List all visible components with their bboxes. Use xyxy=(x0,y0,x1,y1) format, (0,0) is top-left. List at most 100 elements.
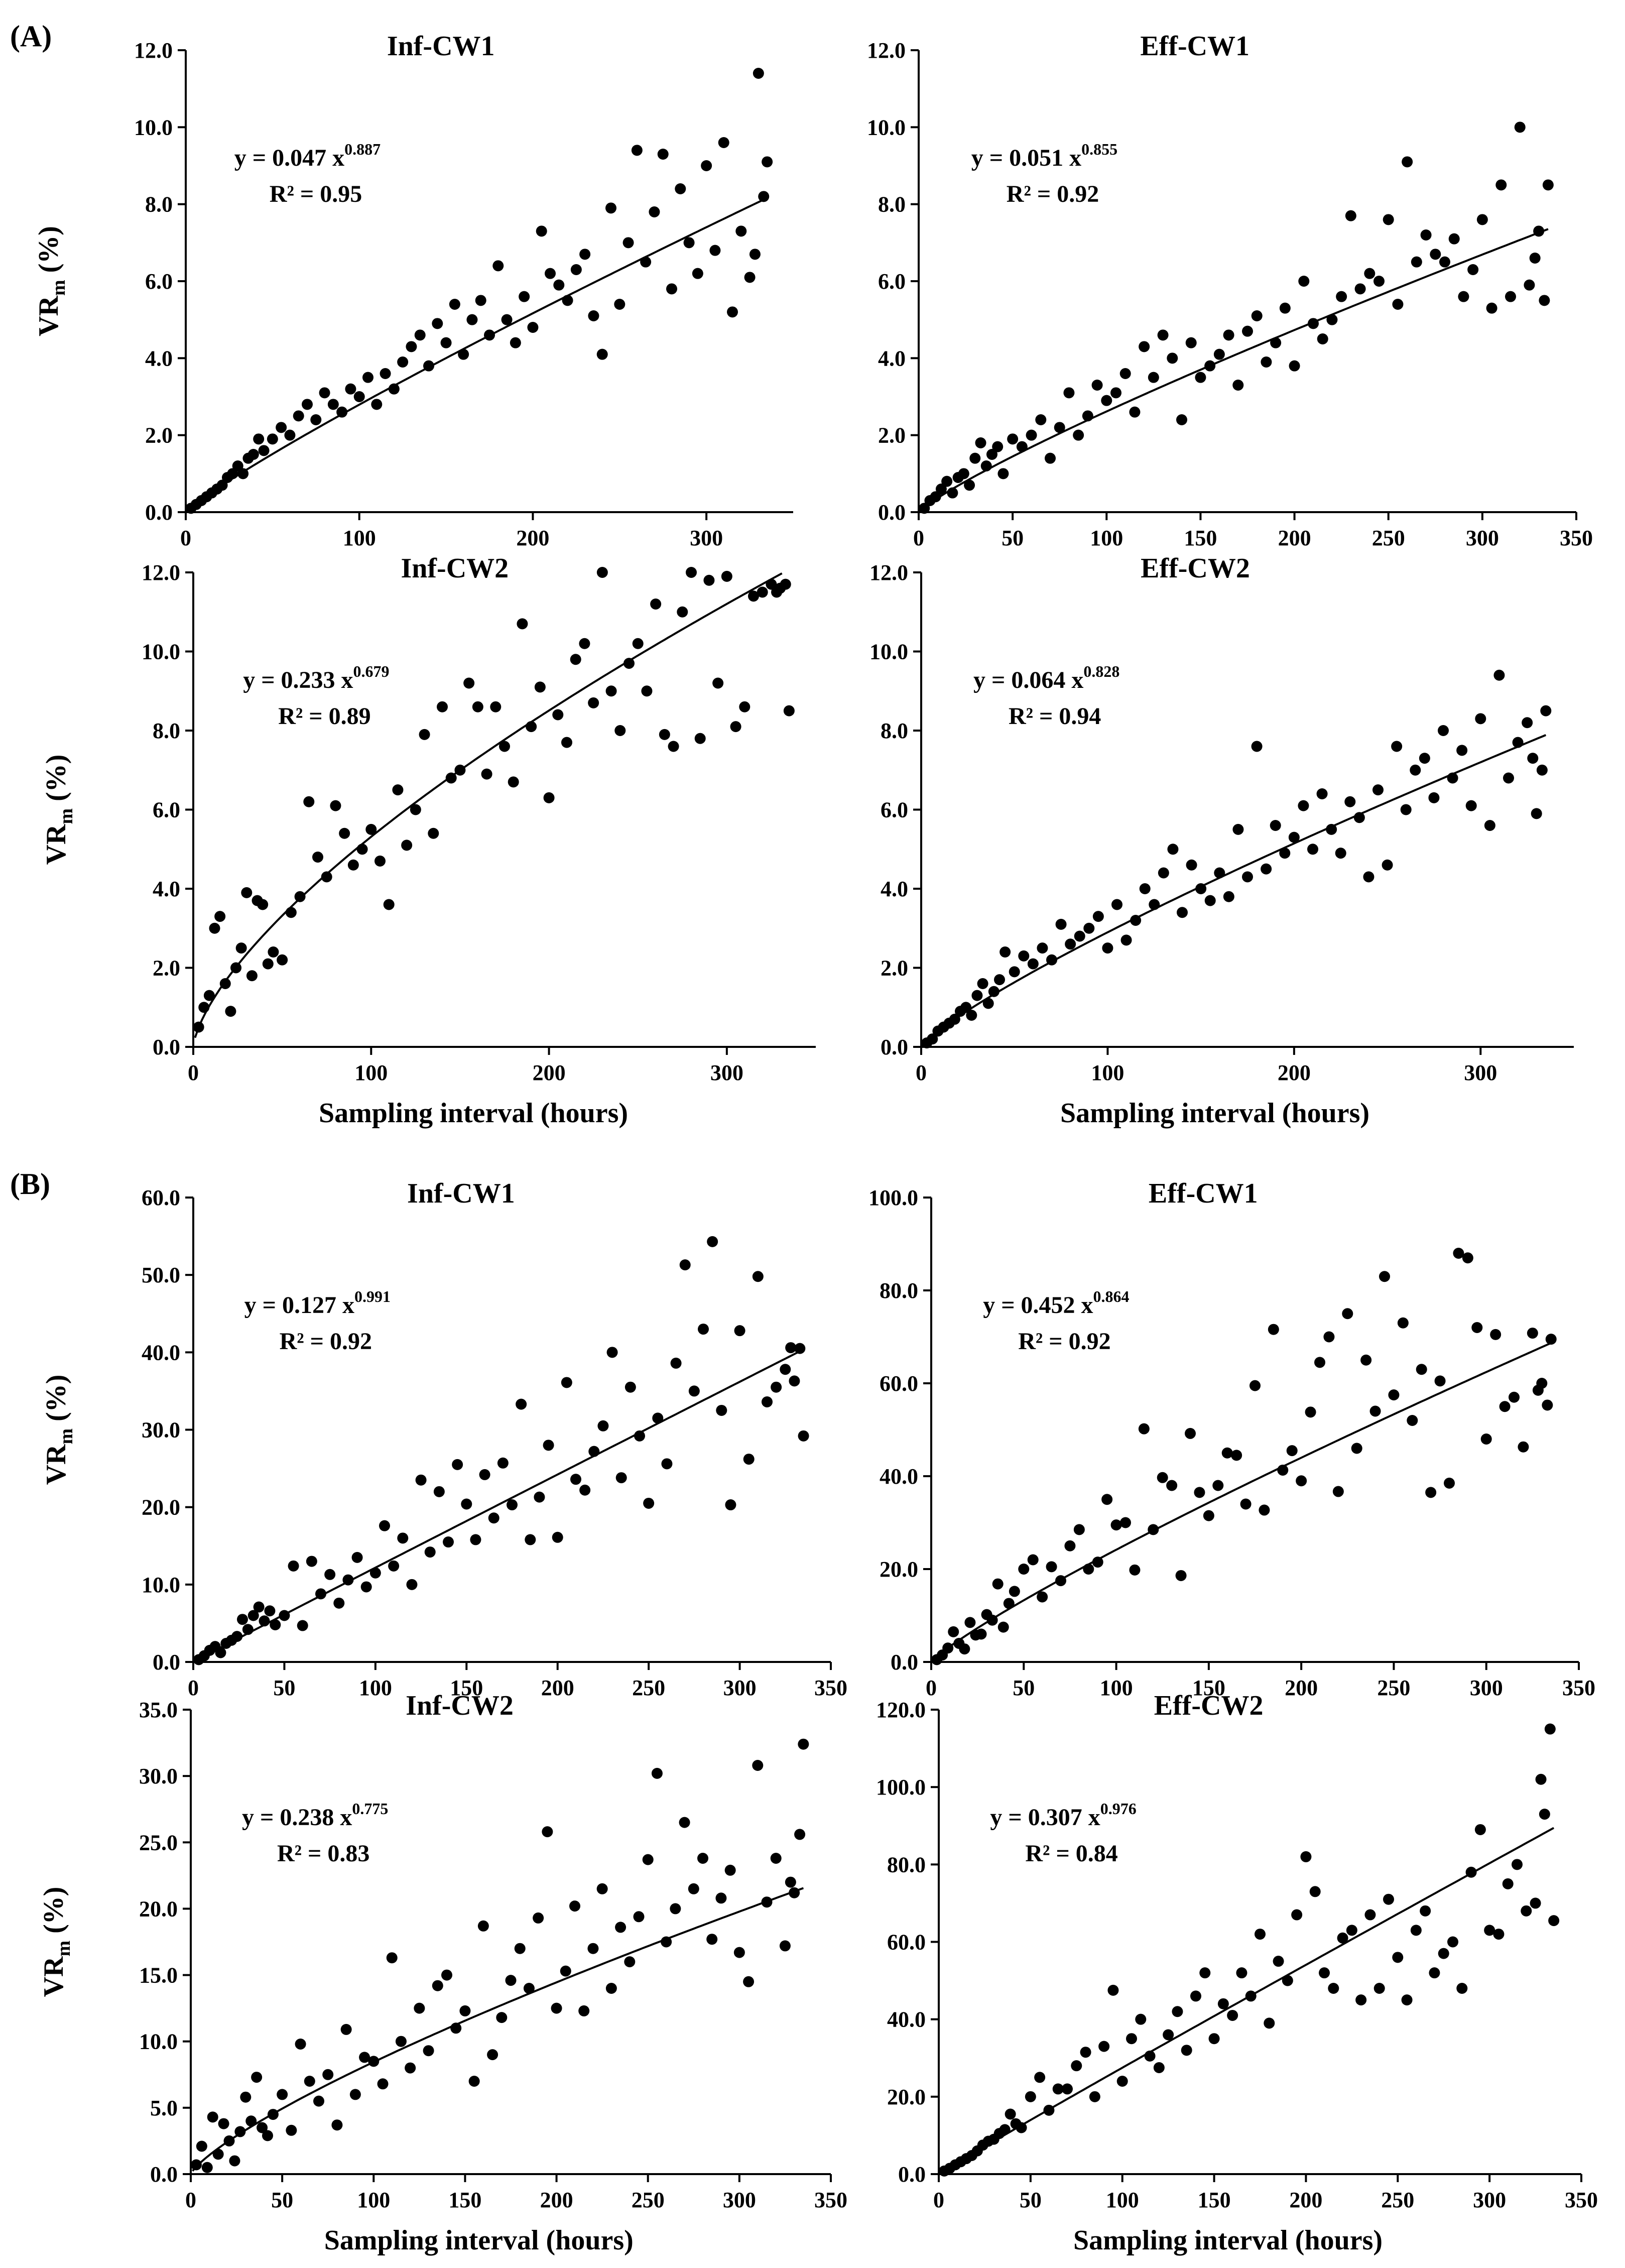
y-tick-label: 0.0 xyxy=(881,1035,908,1059)
chart-5: 0.0 20.0 40.0 60.0 80.0 100.0 0 50 100 150 200 250 3… xyxy=(868,1178,1595,1700)
data-point xyxy=(414,329,426,341)
y-axis-label-sub: m xyxy=(56,1428,77,1445)
data-point xyxy=(770,1853,782,1864)
data-point xyxy=(1317,333,1328,344)
data-point xyxy=(657,149,669,160)
data-point xyxy=(356,844,368,855)
fit-equation-prefix: y = xyxy=(973,667,1011,693)
data-point xyxy=(1055,918,1067,930)
x-tick-label: 50 xyxy=(1002,526,1024,550)
data-point xyxy=(1429,1967,1440,1979)
y-tick-label: 2.0 xyxy=(878,423,906,448)
data-point xyxy=(1342,1308,1353,1320)
x-tick-label: 100 xyxy=(357,2188,390,2212)
data-point xyxy=(1279,302,1291,314)
data-point xyxy=(347,859,359,871)
data-point xyxy=(288,1560,299,1572)
x-tick-label: 0 xyxy=(180,526,191,550)
y-tick-label: 0.0 xyxy=(153,1650,180,1675)
data-point xyxy=(1527,753,1539,764)
x-tick-label: 300 xyxy=(723,2188,756,2212)
data-point xyxy=(245,2115,257,2127)
data-point xyxy=(304,2076,315,2087)
data-point xyxy=(510,337,521,348)
data-point xyxy=(1411,256,1422,268)
data-point xyxy=(285,907,297,918)
y-tick-label: 4.0 xyxy=(145,346,173,371)
data-point xyxy=(1438,1948,1449,1959)
x-tick-label: 350 xyxy=(1560,526,1593,550)
x-tick-label: 0 xyxy=(188,1676,199,1700)
y-tick-label: 0.0 xyxy=(153,1035,180,1059)
y-tick-label: 80.0 xyxy=(887,1852,926,1877)
data-point xyxy=(1480,1434,1492,1445)
data-point xyxy=(310,414,322,425)
data-point xyxy=(517,618,528,630)
y-tick-label: 8.0 xyxy=(878,192,906,217)
data-point xyxy=(605,1983,617,1994)
y-axis-label-unit: (%) xyxy=(41,755,72,808)
data-point xyxy=(1291,1909,1303,1921)
y-tick-label: 6.0 xyxy=(878,269,906,294)
data-point xyxy=(1369,1405,1381,1417)
data-point xyxy=(1531,808,1542,819)
data-point xyxy=(605,685,617,697)
y-tick-label: 2.0 xyxy=(153,956,180,981)
x-tick-label: 250 xyxy=(632,1676,665,1700)
trend-line xyxy=(194,572,783,1038)
data-point xyxy=(948,1626,959,1637)
data-point xyxy=(1153,2062,1165,2074)
data-point xyxy=(379,1520,390,1531)
y-tick-label: 12.0 xyxy=(869,560,908,585)
data-point xyxy=(622,237,634,249)
data-point xyxy=(1282,1975,1293,1986)
y-tick-label: 35.0 xyxy=(139,1698,178,1722)
y-tick-label: 0.0 xyxy=(878,500,906,525)
data-point xyxy=(419,729,430,740)
y-tick-label: 0.0 xyxy=(891,1650,918,1675)
data-point xyxy=(1071,2060,1082,2072)
data-point xyxy=(321,871,332,883)
r-squared: R² = 0.94 xyxy=(1009,703,1101,730)
data-point xyxy=(1255,1929,1266,1940)
y-tick-label: 40.0 xyxy=(887,2007,926,2032)
data-point xyxy=(1486,302,1497,314)
data-point xyxy=(437,701,448,712)
data-point xyxy=(677,606,688,618)
x-tick-label: 150 xyxy=(1184,526,1217,550)
data-point xyxy=(707,1236,718,1247)
fit-equation-prefix: y = xyxy=(243,667,281,693)
data-point xyxy=(1336,291,1347,302)
data-point xyxy=(588,697,599,708)
data-point xyxy=(789,1375,800,1387)
data-point xyxy=(721,570,732,582)
data-point xyxy=(798,1738,809,1750)
data-point xyxy=(606,1347,618,1358)
data-point xyxy=(196,2140,207,2152)
data-point xyxy=(679,1259,691,1271)
y-tick-label: 40.0 xyxy=(880,1464,918,1489)
data-point xyxy=(1204,895,1216,906)
fit-equation-x: x xyxy=(1082,1804,1100,1831)
data-point xyxy=(1227,2009,1238,2021)
chart-3: 0.0 2.0 4.0 6.0 8.0 10.0 12.0 0 100 200 300 Eff-CW2… xyxy=(869,553,1574,1129)
trend-line xyxy=(187,197,768,511)
x-tick-label: 300 xyxy=(723,1676,757,1700)
chart-title: Inf-CW1 xyxy=(387,31,495,62)
data-point xyxy=(605,202,616,214)
y-tick-label: 50.0 xyxy=(142,1263,180,1287)
data-point xyxy=(964,1617,976,1628)
chart-title: Eff-CW2 xyxy=(1141,553,1250,584)
data-point xyxy=(229,2155,240,2167)
data-point xyxy=(1410,764,1421,776)
data-point xyxy=(1073,1524,1085,1535)
r-squared: R² = 0.84 xyxy=(1025,1840,1117,1867)
data-point xyxy=(1400,804,1412,815)
x-tick-label: 50 xyxy=(1020,2188,1042,2212)
y-tick-label: 6.0 xyxy=(145,269,173,294)
data-point xyxy=(1175,1570,1187,1581)
data-point xyxy=(749,249,761,260)
data-point xyxy=(1279,848,1291,859)
data-point xyxy=(386,1952,398,1964)
fit-equation-coef: 0.047 xyxy=(272,145,326,171)
